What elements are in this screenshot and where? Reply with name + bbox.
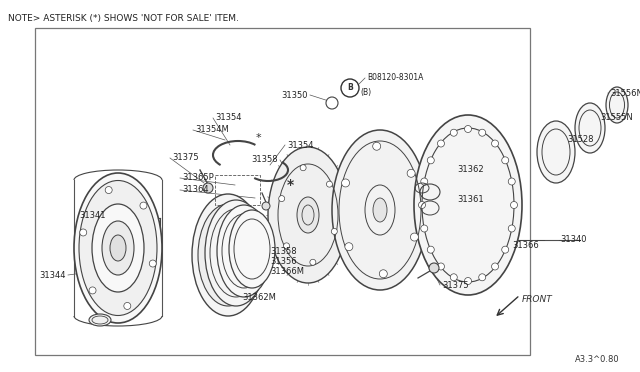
- Ellipse shape: [74, 173, 162, 323]
- Circle shape: [508, 225, 515, 232]
- Text: 31362: 31362: [457, 166, 484, 174]
- Text: 31366M: 31366M: [270, 267, 304, 276]
- Circle shape: [465, 125, 472, 132]
- Text: 31354: 31354: [215, 113, 241, 122]
- Circle shape: [492, 140, 499, 147]
- Circle shape: [419, 202, 426, 208]
- Text: 31555N: 31555N: [600, 113, 633, 122]
- Circle shape: [465, 278, 472, 285]
- Circle shape: [149, 260, 156, 267]
- Circle shape: [479, 129, 486, 136]
- Ellipse shape: [537, 121, 575, 183]
- Text: 31364: 31364: [182, 186, 209, 195]
- Circle shape: [326, 97, 338, 109]
- Ellipse shape: [606, 87, 628, 123]
- Text: 31356: 31356: [270, 257, 296, 266]
- Text: 31341: 31341: [79, 211, 106, 219]
- Circle shape: [105, 186, 112, 193]
- Text: (B): (B): [360, 87, 371, 96]
- Circle shape: [428, 246, 435, 253]
- Circle shape: [203, 183, 213, 193]
- Circle shape: [508, 178, 515, 185]
- Ellipse shape: [229, 210, 275, 288]
- Text: B08120-8301A: B08120-8301A: [367, 74, 424, 83]
- Ellipse shape: [268, 147, 348, 283]
- Text: 31358: 31358: [270, 247, 296, 257]
- Ellipse shape: [102, 221, 134, 275]
- Circle shape: [262, 202, 270, 210]
- Circle shape: [451, 274, 458, 281]
- Ellipse shape: [89, 314, 111, 326]
- Text: 31354: 31354: [287, 141, 314, 150]
- Circle shape: [502, 157, 509, 164]
- Text: 31350: 31350: [282, 90, 308, 99]
- Circle shape: [428, 157, 435, 164]
- Circle shape: [278, 196, 285, 202]
- Circle shape: [342, 179, 349, 187]
- Text: 31375: 31375: [172, 154, 198, 163]
- Circle shape: [310, 259, 316, 265]
- Circle shape: [80, 229, 87, 236]
- Ellipse shape: [205, 200, 267, 306]
- Ellipse shape: [198, 204, 258, 306]
- Bar: [35, 28, 530, 355]
- Circle shape: [326, 181, 332, 187]
- Circle shape: [410, 233, 419, 241]
- Ellipse shape: [332, 130, 428, 290]
- Circle shape: [502, 246, 509, 253]
- Circle shape: [341, 79, 359, 97]
- Circle shape: [420, 225, 428, 232]
- Text: A3.3^0.80: A3.3^0.80: [575, 356, 620, 365]
- Circle shape: [438, 140, 444, 147]
- Ellipse shape: [217, 205, 271, 297]
- Text: 31358: 31358: [252, 155, 278, 164]
- Text: *: *: [287, 178, 294, 192]
- Text: *: *: [255, 133, 261, 143]
- Text: 31556N: 31556N: [610, 89, 640, 97]
- Circle shape: [438, 263, 444, 270]
- Text: 31340: 31340: [560, 235, 586, 244]
- Circle shape: [479, 274, 486, 281]
- Circle shape: [345, 243, 353, 251]
- Circle shape: [332, 228, 337, 234]
- Circle shape: [140, 202, 147, 209]
- Circle shape: [420, 178, 428, 185]
- Text: FRONT: FRONT: [522, 295, 553, 304]
- Ellipse shape: [297, 197, 319, 233]
- Circle shape: [124, 302, 131, 310]
- Ellipse shape: [414, 115, 522, 295]
- Circle shape: [284, 243, 289, 249]
- Circle shape: [300, 165, 306, 171]
- Ellipse shape: [79, 180, 157, 315]
- Circle shape: [380, 270, 387, 278]
- Text: 31365P: 31365P: [182, 173, 214, 183]
- Circle shape: [89, 287, 96, 294]
- Circle shape: [407, 169, 415, 177]
- Text: 31366: 31366: [512, 241, 539, 250]
- Ellipse shape: [110, 235, 126, 261]
- Text: 31354M: 31354M: [195, 125, 228, 135]
- Text: 31375: 31375: [442, 280, 468, 289]
- Text: 31528: 31528: [567, 135, 593, 144]
- Ellipse shape: [192, 194, 264, 316]
- Ellipse shape: [575, 103, 605, 153]
- Circle shape: [372, 142, 381, 150]
- Ellipse shape: [373, 198, 387, 222]
- Circle shape: [511, 202, 518, 208]
- Text: 31362M: 31362M: [242, 294, 276, 302]
- Text: B: B: [347, 83, 353, 93]
- Circle shape: [429, 263, 439, 273]
- Ellipse shape: [92, 204, 144, 292]
- Text: NOTE> ASTERISK (*) SHOWS 'NOT FOR SALE' ITEM.: NOTE> ASTERISK (*) SHOWS 'NOT FOR SALE' …: [8, 13, 239, 22]
- Text: 31361: 31361: [457, 196, 484, 205]
- Text: 31344: 31344: [40, 270, 66, 279]
- Circle shape: [451, 129, 458, 136]
- Circle shape: [492, 263, 499, 270]
